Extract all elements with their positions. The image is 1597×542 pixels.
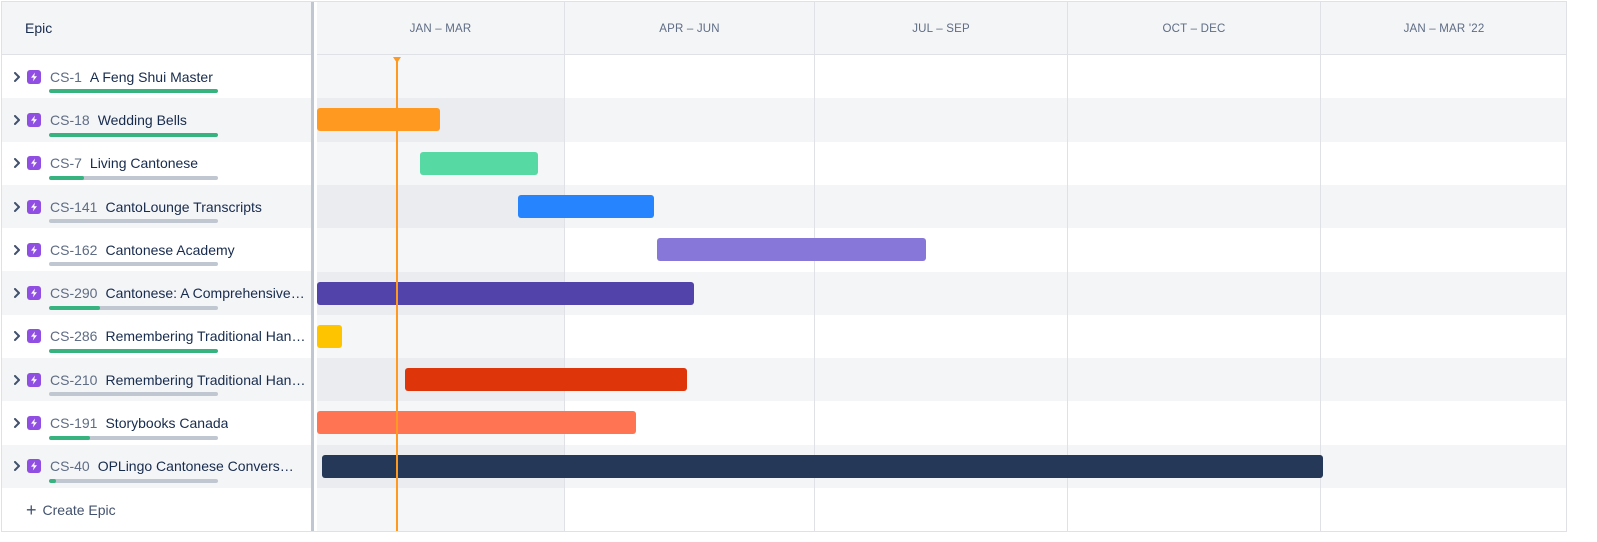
epic-title[interactable]: Cantonese: A Comprehensive Grammar <box>105 285 306 302</box>
epic-lightning-icon <box>27 459 41 474</box>
epic-row[interactable]: CS-191 Storybooks Canada <box>2 401 311 444</box>
epic-title[interactable]: Remembering Traditional Hanzi 1 <box>105 328 306 345</box>
epic-key[interactable]: CS-40 <box>50 458 90 475</box>
roadmap: Epic CS-1 A Feng Shui Master CS-18 Wedding … <box>1 1 1567 532</box>
epic-lightning-icon <box>27 372 41 387</box>
chevron-right-icon[interactable] <box>10 200 24 214</box>
epic-progress-bar <box>49 392 218 397</box>
epic-key[interactable]: CS-290 <box>50 285 98 302</box>
epic-key[interactable]: CS-18 <box>50 111 90 128</box>
timeline-row <box>317 98 1566 142</box>
epic-title[interactable]: Cantonese Academy <box>105 241 235 258</box>
timeline-column-header: JUL – SEP <box>815 2 1068 55</box>
epic-progress-fill <box>49 89 218 94</box>
epic-row[interactable]: CS-162 Cantonese Academy <box>2 228 311 271</box>
epic-lightning-icon <box>27 69 41 84</box>
epic-row[interactable]: CS-141 CantoLounge Transcripts <box>2 184 311 229</box>
timeline-column-divider <box>1067 55 1068 531</box>
epic-lightning-icon <box>27 156 41 171</box>
chevron-right-icon[interactable] <box>10 113 24 127</box>
epic-key[interactable]: CS-210 <box>50 371 98 388</box>
epic-progress-fill <box>49 435 90 440</box>
epic-list-panel: Epic CS-1 A Feng Shui Master CS-18 Wedding … <box>2 2 314 531</box>
chevron-right-icon[interactable] <box>10 70 24 84</box>
chevron-right-icon[interactable] <box>10 329 24 343</box>
timeline-column-divider <box>1320 55 1321 531</box>
epic-title[interactable]: OPLingo Cantonese Conversations <box>97 458 298 475</box>
epic-progress-bar <box>49 262 218 267</box>
epic-timeline-bar[interactable] <box>317 324 343 348</box>
epic-progress-bar <box>49 435 218 440</box>
epic-row[interactable]: CS-18 Wedding Bells <box>2 98 311 142</box>
epic-lightning-icon <box>27 416 41 431</box>
epic-progress-bar <box>49 478 218 483</box>
create-epic-button[interactable]: + Create Epic <box>2 488 311 531</box>
epic-row[interactable]: CS-40 OPLingo Cantonese Conversations <box>2 444 311 488</box>
epic-row[interactable]: CS-1 A Feng Shui Master <box>2 55 311 98</box>
epic-timeline-bar[interactable] <box>518 194 654 218</box>
epic-progress-fill <box>49 305 100 310</box>
epic-row[interactable]: CS-290 Cantonese: A Comprehensive Grammar <box>2 271 311 315</box>
epic-progress-fill <box>49 175 85 180</box>
epic-lightning-icon <box>27 112 41 127</box>
chevron-right-icon[interactable] <box>10 243 24 257</box>
epic-progress-bar <box>49 132 218 137</box>
timeline-column-header: JAN – MAR <box>317 2 565 55</box>
epic-title[interactable]: Remembering Traditional Hanzi 2 <box>105 371 306 388</box>
epic-row[interactable]: CS-210 Remembering Traditional Hanzi 2 <box>2 358 311 402</box>
epic-key[interactable]: CS-7 <box>50 155 82 172</box>
epic-timeline-bar[interactable] <box>317 108 441 132</box>
epic-lightning-icon <box>27 199 41 214</box>
epic-title[interactable]: Living Cantonese <box>89 155 199 172</box>
epic-key[interactable]: CS-162 <box>50 241 98 258</box>
epic-progress-bar <box>49 305 218 310</box>
epic-progress-bar <box>49 89 218 94</box>
timeline-column-header: OCT – DEC <box>1068 2 1321 55</box>
chevron-right-icon[interactable] <box>10 286 24 300</box>
timeline-header: JAN – MAR APR – JUN JUL – SEP OCT – DEC JAN … <box>317 2 1566 55</box>
epic-column-header: Epic <box>2 2 311 55</box>
epic-progress-fill <box>49 478 56 483</box>
epic-lightning-icon <box>27 242 41 257</box>
chevron-right-icon[interactable] <box>10 416 24 430</box>
epic-row[interactable]: CS-7 Living Cantonese <box>2 142 311 185</box>
epic-timeline-bar[interactable] <box>322 454 1323 478</box>
epic-progress-fill <box>49 349 218 354</box>
epic-key[interactable]: CS-286 <box>50 328 98 345</box>
create-epic-label: Create Epic <box>42 501 116 518</box>
today-marker <box>393 57 402 531</box>
epic-progress-bar <box>49 175 218 180</box>
epic-timeline-bar[interactable] <box>317 281 695 305</box>
epic-title[interactable]: CantoLounge Transcripts <box>105 198 262 215</box>
timeline-column-header: APR – JUN <box>565 2 815 55</box>
epic-rows: CS-1 A Feng Shui Master CS-18 Wedding Bells… <box>2 55 311 488</box>
timeline: JAN – MAR APR – JUN JUL – SEP OCT – DEC JAN … <box>317 2 1566 531</box>
epic-progress-bar <box>49 219 218 224</box>
epic-timeline-bar[interactable] <box>317 411 637 435</box>
epic-title[interactable]: Wedding Bells <box>97 111 187 128</box>
epic-key[interactable]: CS-191 <box>50 415 98 432</box>
epic-row[interactable]: CS-286 Remembering Traditional Hanzi 1 <box>2 315 311 358</box>
epic-title[interactable]: A Feng Shui Master <box>89 68 213 85</box>
epic-title[interactable]: Storybooks Canada <box>105 415 229 432</box>
plus-icon: + <box>26 499 37 520</box>
epic-timeline-bar[interactable] <box>656 238 926 262</box>
epic-progress-bar <box>49 349 218 354</box>
epic-timeline-bar[interactable] <box>420 151 539 175</box>
epic-lightning-icon <box>27 286 41 301</box>
chevron-right-icon[interactable] <box>10 373 24 387</box>
epic-progress-fill <box>49 132 218 137</box>
epic-lightning-icon <box>27 329 41 344</box>
epic-key[interactable]: CS-1 <box>50 68 82 85</box>
timeline-column-divider <box>814 55 815 531</box>
timeline-column-header: JAN – MAR '22 <box>1321 2 1566 55</box>
chevron-right-icon[interactable] <box>10 459 24 473</box>
epic-column-label: Epic <box>25 20 53 36</box>
epic-timeline-bar[interactable] <box>405 368 687 392</box>
epic-key[interactable]: CS-141 <box>50 198 98 215</box>
chevron-right-icon[interactable] <box>10 156 24 170</box>
